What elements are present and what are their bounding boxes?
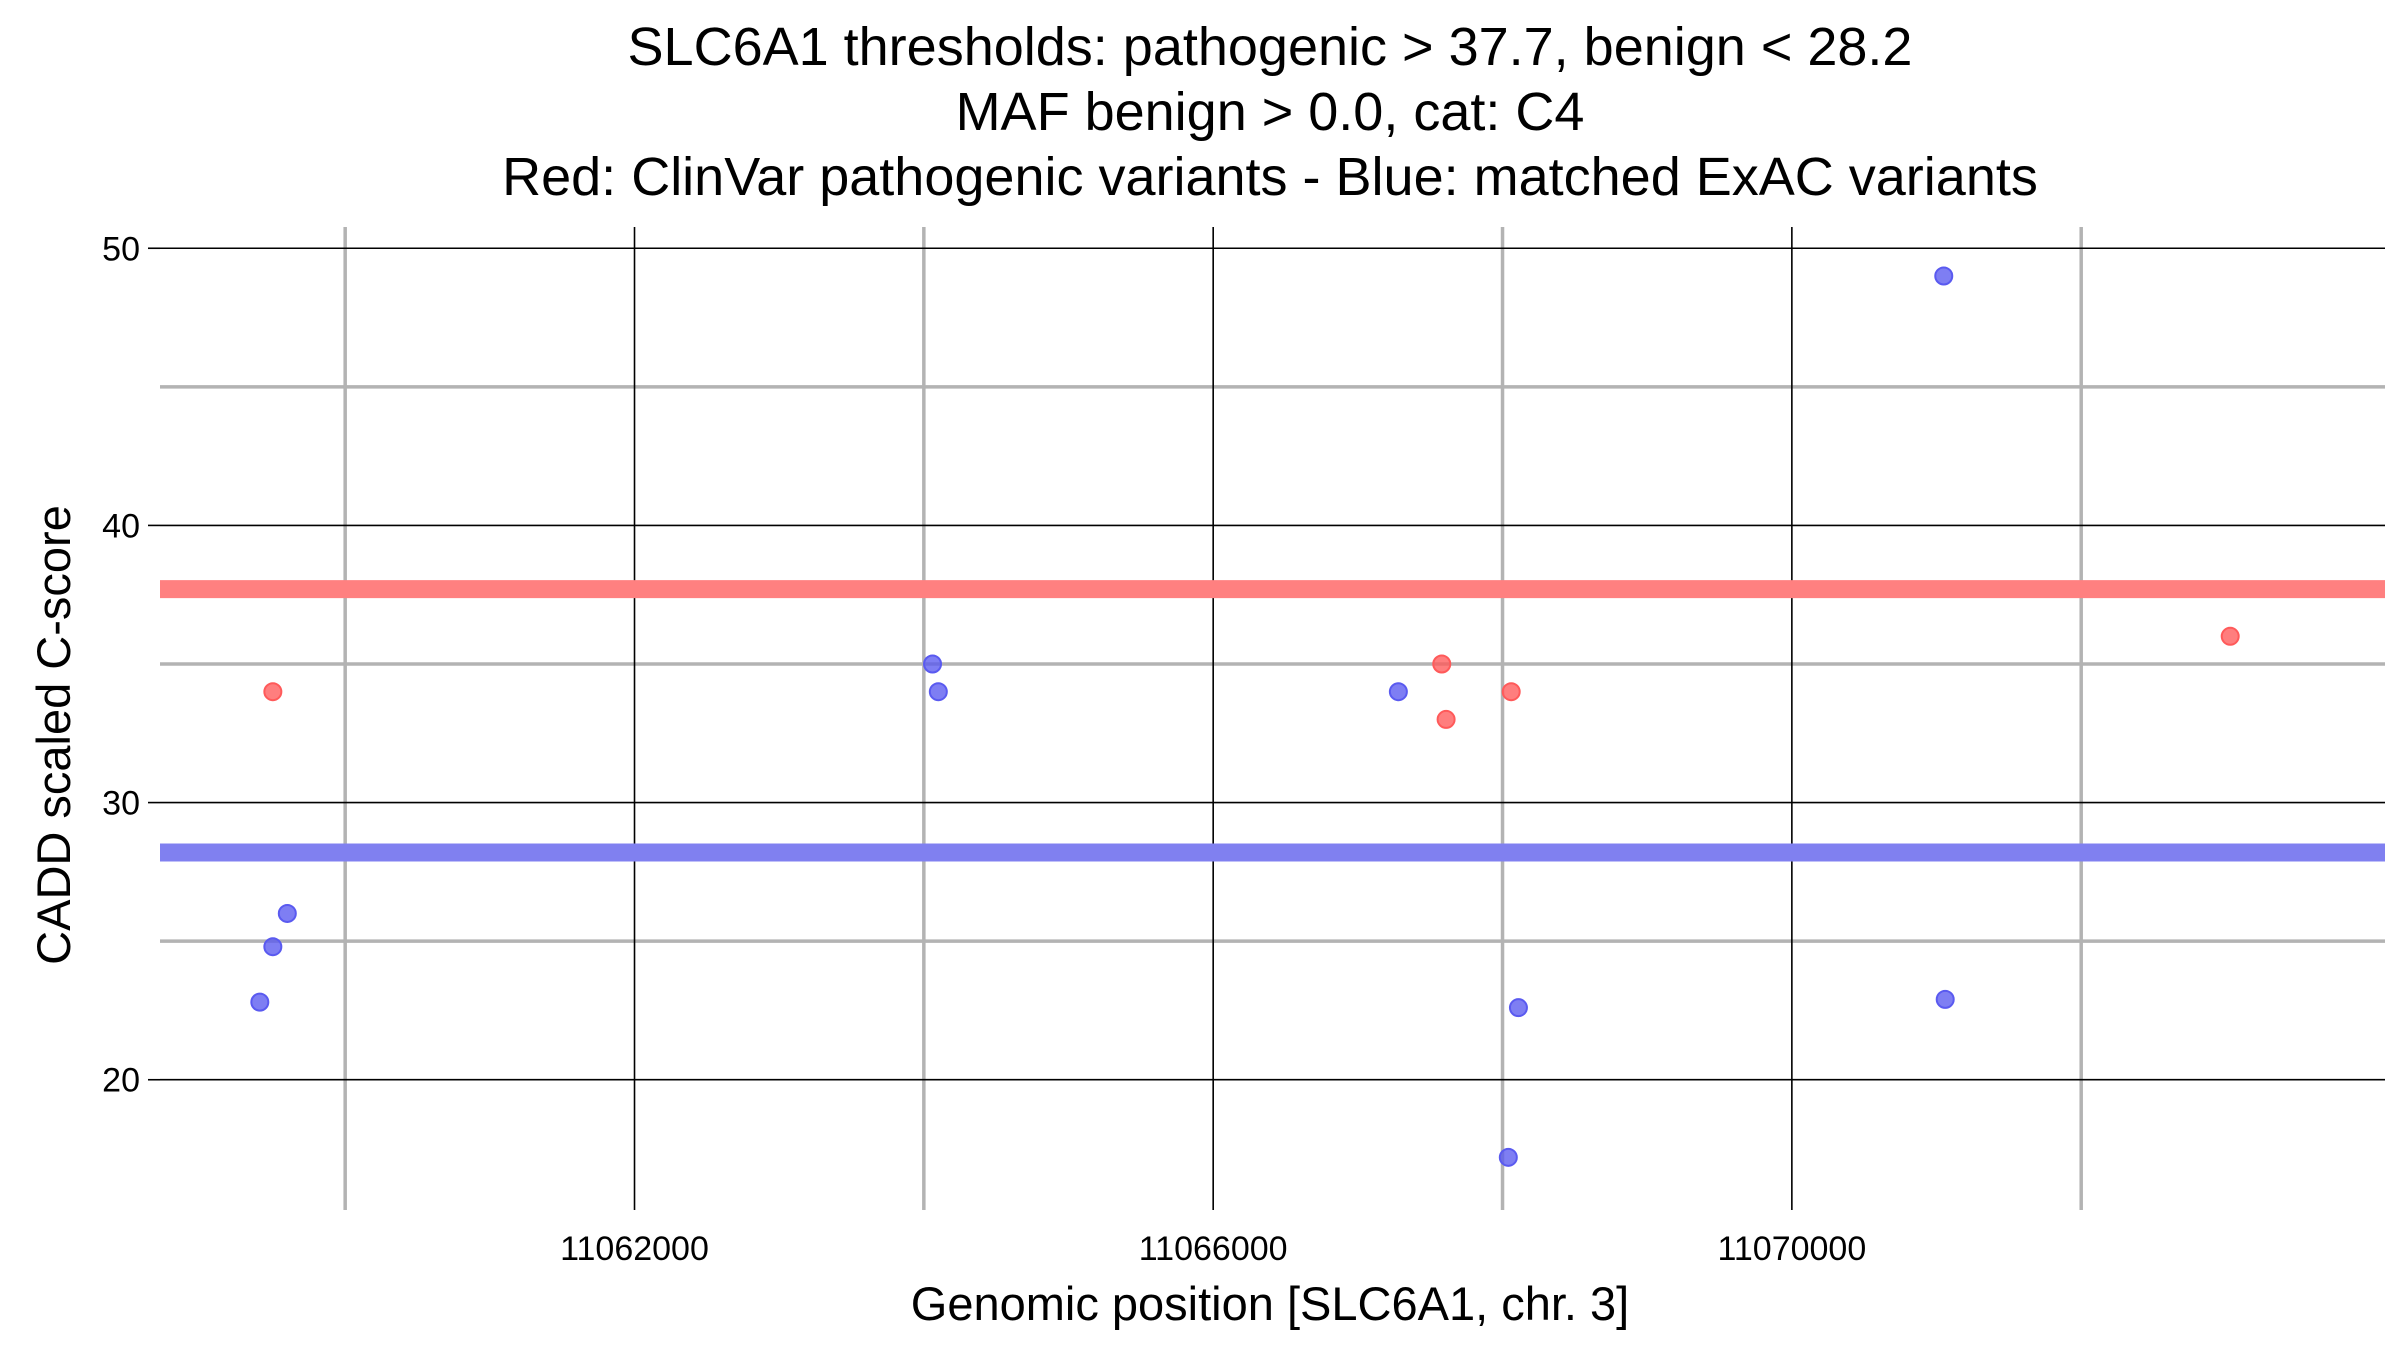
data-point [1508,998,1528,1018]
x-tick-label: 11066000 [1139,1230,1288,1268]
y-tick-label: 20 [102,1062,140,1100]
data-points [250,266,2240,1167]
data-point [1432,654,1452,674]
data-point [1934,266,1954,286]
data-point [1498,1147,1518,1167]
data-point [923,654,943,674]
y-tick-label: 30 [102,785,140,823]
y-tick-label: 40 [102,507,140,545]
minor-gridlines [160,227,2385,1210]
data-point [263,682,283,702]
x-axis-ticks: 11062000 11066000 11070000 [560,1230,1866,1268]
threshold-lines [160,580,2385,862]
x-tick-label: 11070000 [1717,1230,1866,1268]
data-point [928,682,948,702]
title-line-3: Red: ClinVar pathogenic variants - Blue:… [502,147,2038,207]
data-point [1388,682,1408,702]
data-point [250,992,270,1012]
data-point [263,937,283,957]
title-line-1: SLC6A1 thresholds: pathogenic > 37.7, be… [628,17,1913,77]
data-point [1501,682,1521,702]
data-point [2220,626,2240,646]
title-line-2: MAF benign > 0.0, cat: C4 [956,82,1585,142]
data-point [277,903,297,923]
x-axis-title: Genomic position [SLC6A1, chr. 3] [911,1277,1629,1330]
y-tick-label: 50 [102,230,140,268]
y-axis-ticks: 20 30 40 50 [102,230,160,1100]
chart-title: SLC6A1 thresholds: pathogenic > 37.7, be… [502,17,2038,207]
data-point [1935,989,1955,1009]
y-axis-title: CADD scaled C-score [27,505,80,965]
data-point [1436,709,1456,729]
x-tick-label: 11062000 [560,1230,709,1268]
major-gridlines [160,227,2385,1210]
